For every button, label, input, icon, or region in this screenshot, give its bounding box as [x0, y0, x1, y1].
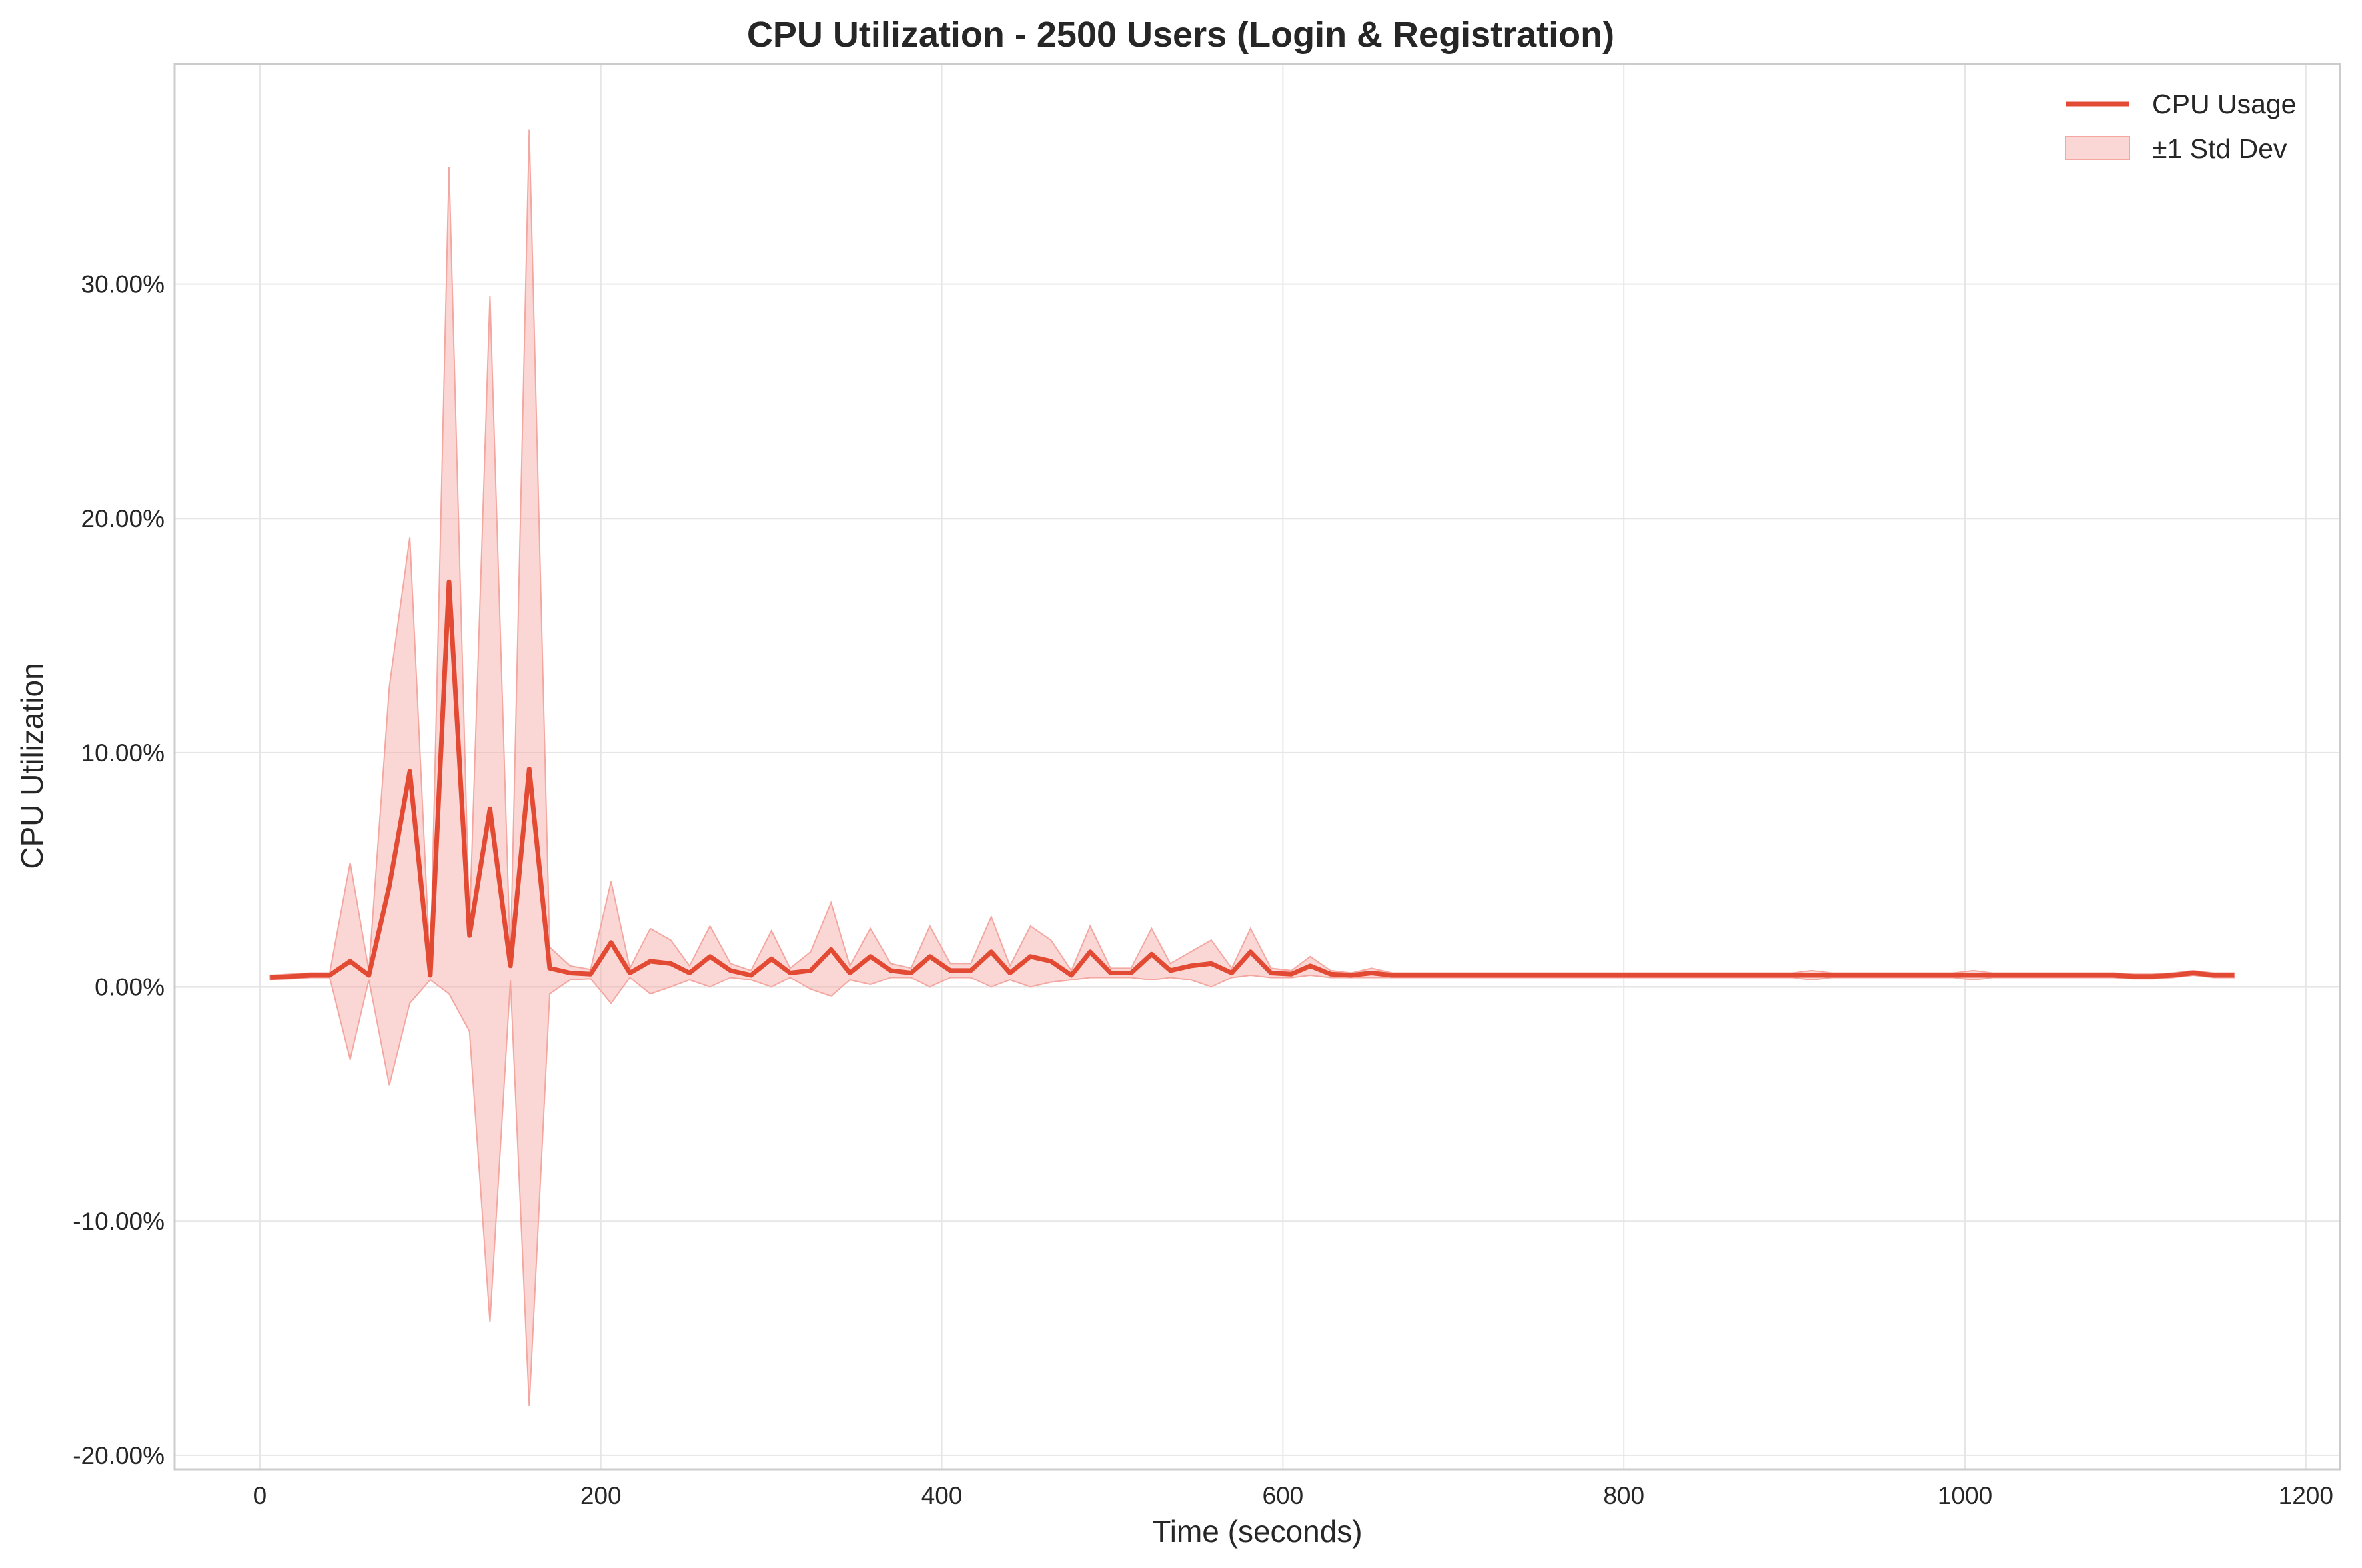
legend: CPU Usage ±1 Std Dev	[2065, 89, 2296, 164]
std-dev-band-layer	[269, 129, 2235, 1407]
y-axis-ticks: -20.00% -10.00% 0.00% 10.00% 20.00% 30.00%	[73, 271, 165, 1469]
y-axis-label: CPU Utilization	[15, 663, 49, 869]
cpu-usage-line	[270, 579, 2235, 980]
x-tick-label-5: 1000	[1938, 1482, 1992, 1509]
legend-label-cpu-usage: CPU Usage	[2152, 89, 2296, 119]
grid-lines	[175, 64, 2340, 1469]
std-dev-band	[269, 129, 2235, 1407]
x-tick-label-3: 600	[1263, 1482, 1304, 1509]
x-axis-label: Time (seconds)	[1152, 1514, 1362, 1549]
x-tick-label-0: 0	[253, 1482, 267, 1509]
plot-frame	[173, 63, 2341, 1471]
chart-title: CPU Utilization - 2500 Users (Login & Re…	[747, 15, 1614, 55]
y-tick-label-0: -20.00%	[73, 1442, 165, 1469]
y-tick-label-2: 0.00%	[95, 974, 165, 1001]
x-tick-label-6: 1200	[2279, 1482, 2333, 1509]
cpu-line-layer	[270, 579, 2235, 980]
y-tick-label-4: 20.00%	[81, 505, 165, 532]
y-tick-label-3: 10.00%	[81, 739, 165, 767]
x-tick-label-2: 400	[921, 1482, 963, 1509]
y-tick-label-1: -10.00%	[73, 1208, 165, 1235]
legend-band-swatch	[2065, 136, 2130, 160]
x-tick-label-1: 200	[580, 1482, 622, 1509]
x-tick-label-4: 800	[1603, 1482, 1644, 1509]
y-tick-label-5: 30.00%	[81, 271, 165, 298]
x-axis-ticks: 0 200 400 600 800 1000 1200	[253, 1482, 2333, 1509]
legend-label-std-dev: ±1 Std Dev	[2152, 133, 2287, 164]
